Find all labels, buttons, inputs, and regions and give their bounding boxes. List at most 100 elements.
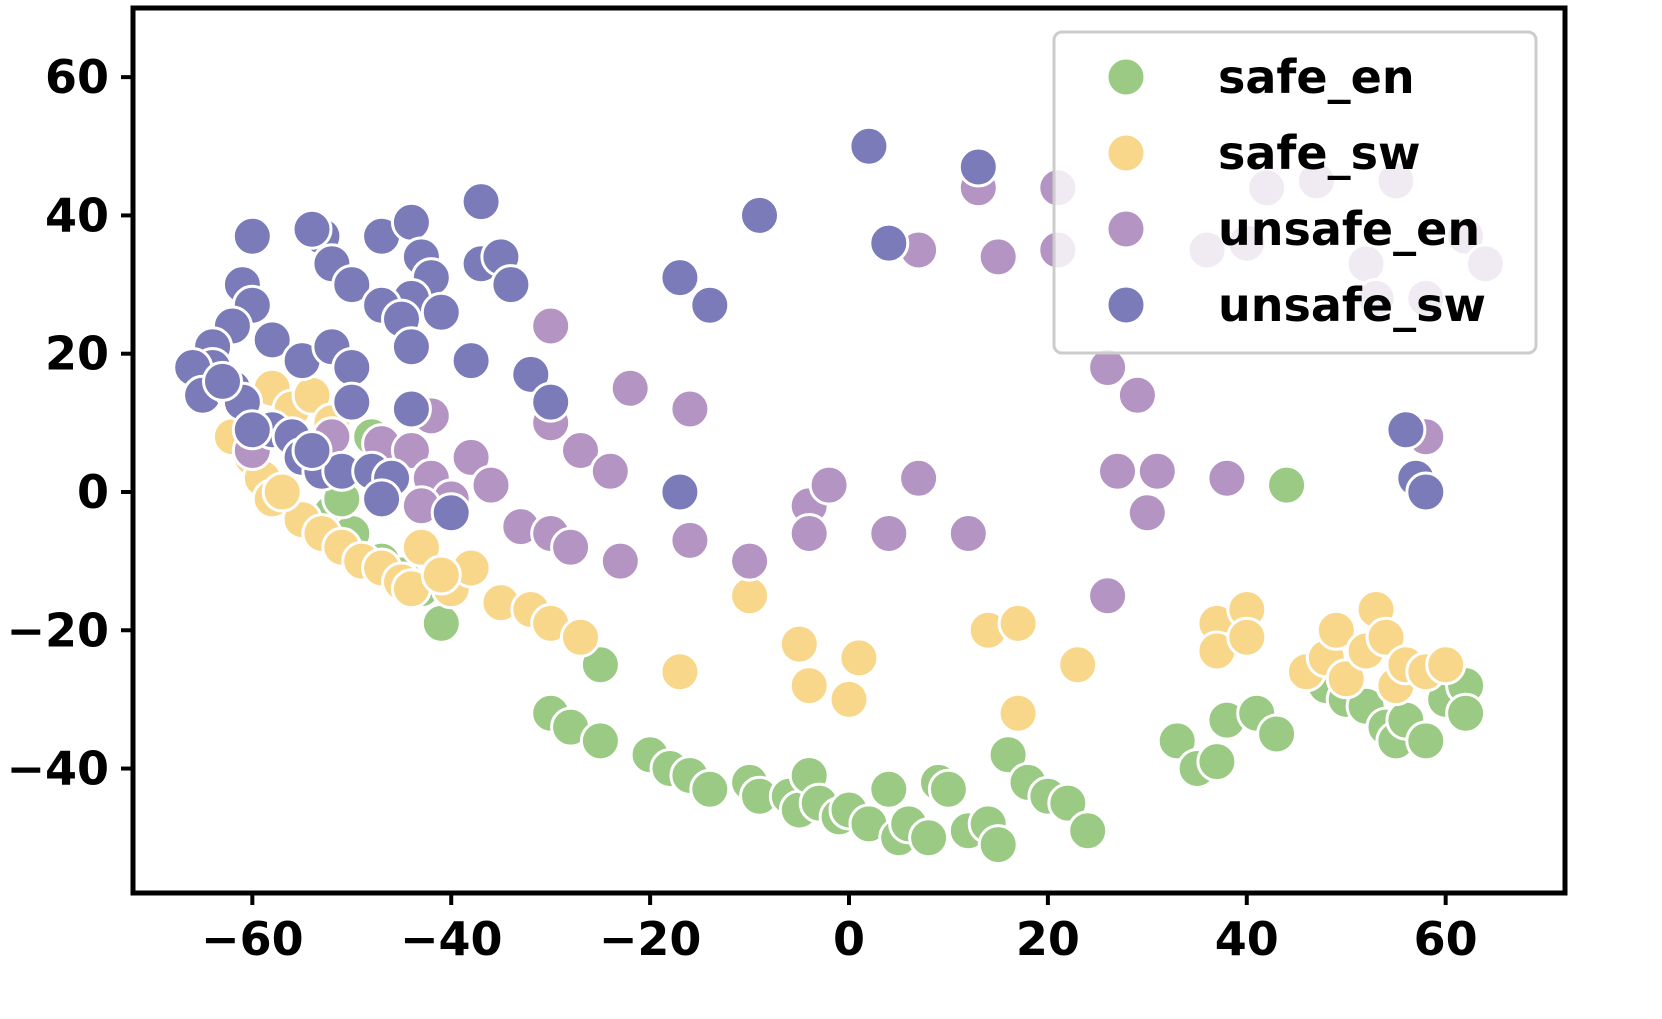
point-unsafe_en-14 bbox=[788, 513, 830, 554]
legend: safe_en safe_sw unsafe_en unsafe_sw bbox=[1052, 30, 1538, 355]
point-safe_sw-25 bbox=[997, 602, 1039, 644]
point-safe_en-21 bbox=[908, 817, 950, 859]
point-safe_en-33 bbox=[1156, 720, 1198, 762]
point-unsafe_en-45 bbox=[470, 464, 512, 506]
point-unsafe_en-16 bbox=[898, 457, 940, 499]
point-unsafe_sw-57 bbox=[291, 430, 333, 471]
point-unsafe_sw-52 bbox=[1385, 409, 1427, 451]
point-safe_sw-35 bbox=[1325, 658, 1367, 700]
point-unsafe_en-24 bbox=[1116, 374, 1158, 416]
point-safe_sw-27 bbox=[1057, 644, 1099, 686]
point-unsafe_sw-51 bbox=[957, 146, 999, 188]
point-safe_sw-18 bbox=[659, 651, 701, 693]
point-safe_sw-20 bbox=[778, 623, 820, 665]
point-safe_sw-46 bbox=[261, 471, 303, 513]
y-tick-label: 60 bbox=[45, 50, 109, 104]
point-unsafe_en-8 bbox=[550, 526, 592, 568]
point-safe_en-26 bbox=[977, 824, 1019, 866]
point-unsafe_en-20 bbox=[977, 236, 1019, 278]
x-tick-label: 0 bbox=[833, 912, 865, 966]
point-unsafe_sw-49 bbox=[848, 125, 890, 167]
point-unsafe_en-5 bbox=[589, 450, 631, 492]
point-unsafe_en-10 bbox=[669, 519, 711, 561]
point-safe_en-31 bbox=[1067, 810, 1109, 852]
point-safe_en-30 bbox=[1047, 782, 1089, 824]
point-safe_en-23 bbox=[927, 768, 969, 810]
point-safe_sw-31 bbox=[1226, 616, 1268, 658]
legend-marker-safe_sw bbox=[1105, 132, 1147, 174]
y-tick-label: 0 bbox=[77, 465, 109, 519]
point-unsafe_en-28 bbox=[1206, 457, 1248, 499]
point-safe_sw-17 bbox=[560, 616, 601, 658]
point-unsafe_en-44 bbox=[450, 436, 492, 478]
point-unsafe_sw-54 bbox=[1405, 471, 1447, 513]
point-safe_sw-38 bbox=[1365, 616, 1407, 658]
point-unsafe_sw-13 bbox=[291, 208, 333, 250]
point-safe_en-35 bbox=[1196, 741, 1238, 783]
point-unsafe_en-25 bbox=[1097, 450, 1138, 492]
point-safe_sw-22 bbox=[828, 678, 870, 720]
point-unsafe_en-1 bbox=[609, 367, 651, 409]
point-safe_en-38 bbox=[1256, 713, 1298, 755]
point-safe_sw-42 bbox=[1425, 644, 1467, 686]
point-unsafe_sw-29 bbox=[490, 264, 532, 306]
point-safe_en-1 bbox=[579, 644, 621, 686]
point-unsafe_en-27 bbox=[1126, 492, 1168, 534]
x-tick-label: 20 bbox=[1016, 912, 1080, 966]
y-tick-label: 40 bbox=[45, 188, 109, 242]
point-safe_en-48 bbox=[1445, 692, 1487, 734]
legend-marker-unsafe_sw bbox=[1105, 284, 1147, 326]
y-tick-label: −40 bbox=[6, 742, 109, 796]
point-safe_sw-19 bbox=[729, 575, 771, 617]
point-unsafe_en-26 bbox=[1136, 450, 1178, 492]
point-unsafe_en-0 bbox=[530, 305, 572, 347]
series-unsafe_sw bbox=[172, 125, 1447, 534]
point-unsafe_en-13 bbox=[808, 464, 850, 506]
point-unsafe_en-11 bbox=[729, 540, 771, 582]
point-unsafe_sw-25 bbox=[450, 340, 492, 382]
point-unsafe_sw-34 bbox=[331, 381, 373, 423]
point-safe_en-18 bbox=[868, 768, 910, 810]
point-safe_en-8 bbox=[689, 768, 731, 810]
points-layer bbox=[172, 125, 1506, 866]
point-unsafe_en-17 bbox=[947, 513, 989, 554]
x-tick-label: 60 bbox=[1414, 912, 1478, 966]
x-tick-label: 40 bbox=[1215, 912, 1279, 966]
point-unsafe_sw-15 bbox=[331, 264, 373, 306]
x-tick-label: −60 bbox=[201, 912, 304, 966]
legend-marker-unsafe_en bbox=[1105, 208, 1147, 250]
point-unsafe_sw-35 bbox=[390, 388, 432, 430]
legend-label-safe_en: safe_en bbox=[1218, 50, 1415, 104]
point-unsafe_sw-10 bbox=[251, 319, 293, 361]
y-tick-label: −20 bbox=[6, 603, 109, 657]
point-unsafe_sw-50 bbox=[868, 222, 910, 264]
point-unsafe_en-15 bbox=[868, 513, 910, 554]
x-axis: −60 −40 −20 0 20 40 60 bbox=[201, 893, 1478, 966]
point-unsafe_sw-24 bbox=[420, 291, 462, 333]
legend-label-safe_sw: safe_sw bbox=[1218, 126, 1421, 180]
point-unsafe_en-4 bbox=[560, 430, 601, 471]
x-tick-label: −20 bbox=[599, 912, 702, 966]
point-unsafe_en-2 bbox=[669, 388, 711, 430]
legend-items: safe_en safe_sw unsafe_en unsafe_sw bbox=[1105, 50, 1486, 332]
point-unsafe_sw-47 bbox=[689, 284, 731, 326]
point-unsafe_en-29 bbox=[1087, 575, 1129, 617]
point-safe_en-0 bbox=[420, 602, 462, 644]
legend-marker-safe_en bbox=[1105, 56, 1147, 98]
point-unsafe_en-9 bbox=[599, 540, 641, 582]
x-tick-label: −40 bbox=[400, 912, 503, 966]
point-unsafe_sw-43 bbox=[361, 478, 403, 520]
point-unsafe_sw-56 bbox=[202, 360, 243, 402]
point-unsafe_sw-0 bbox=[231, 215, 273, 257]
point-unsafe_sw-33 bbox=[331, 347, 373, 388]
point-safe_sw-34 bbox=[1315, 609, 1357, 651]
point-unsafe_sw-23 bbox=[390, 326, 432, 368]
y-tick-label: 20 bbox=[45, 327, 109, 381]
legend-box bbox=[1052, 30, 1538, 355]
point-unsafe_sw-55 bbox=[231, 409, 273, 451]
point-safe_sw-23 bbox=[838, 637, 880, 679]
point-unsafe_en-42 bbox=[390, 430, 432, 471]
point-safe_sw-48 bbox=[420, 554, 462, 596]
point-unsafe_sw-31 bbox=[530, 381, 572, 423]
